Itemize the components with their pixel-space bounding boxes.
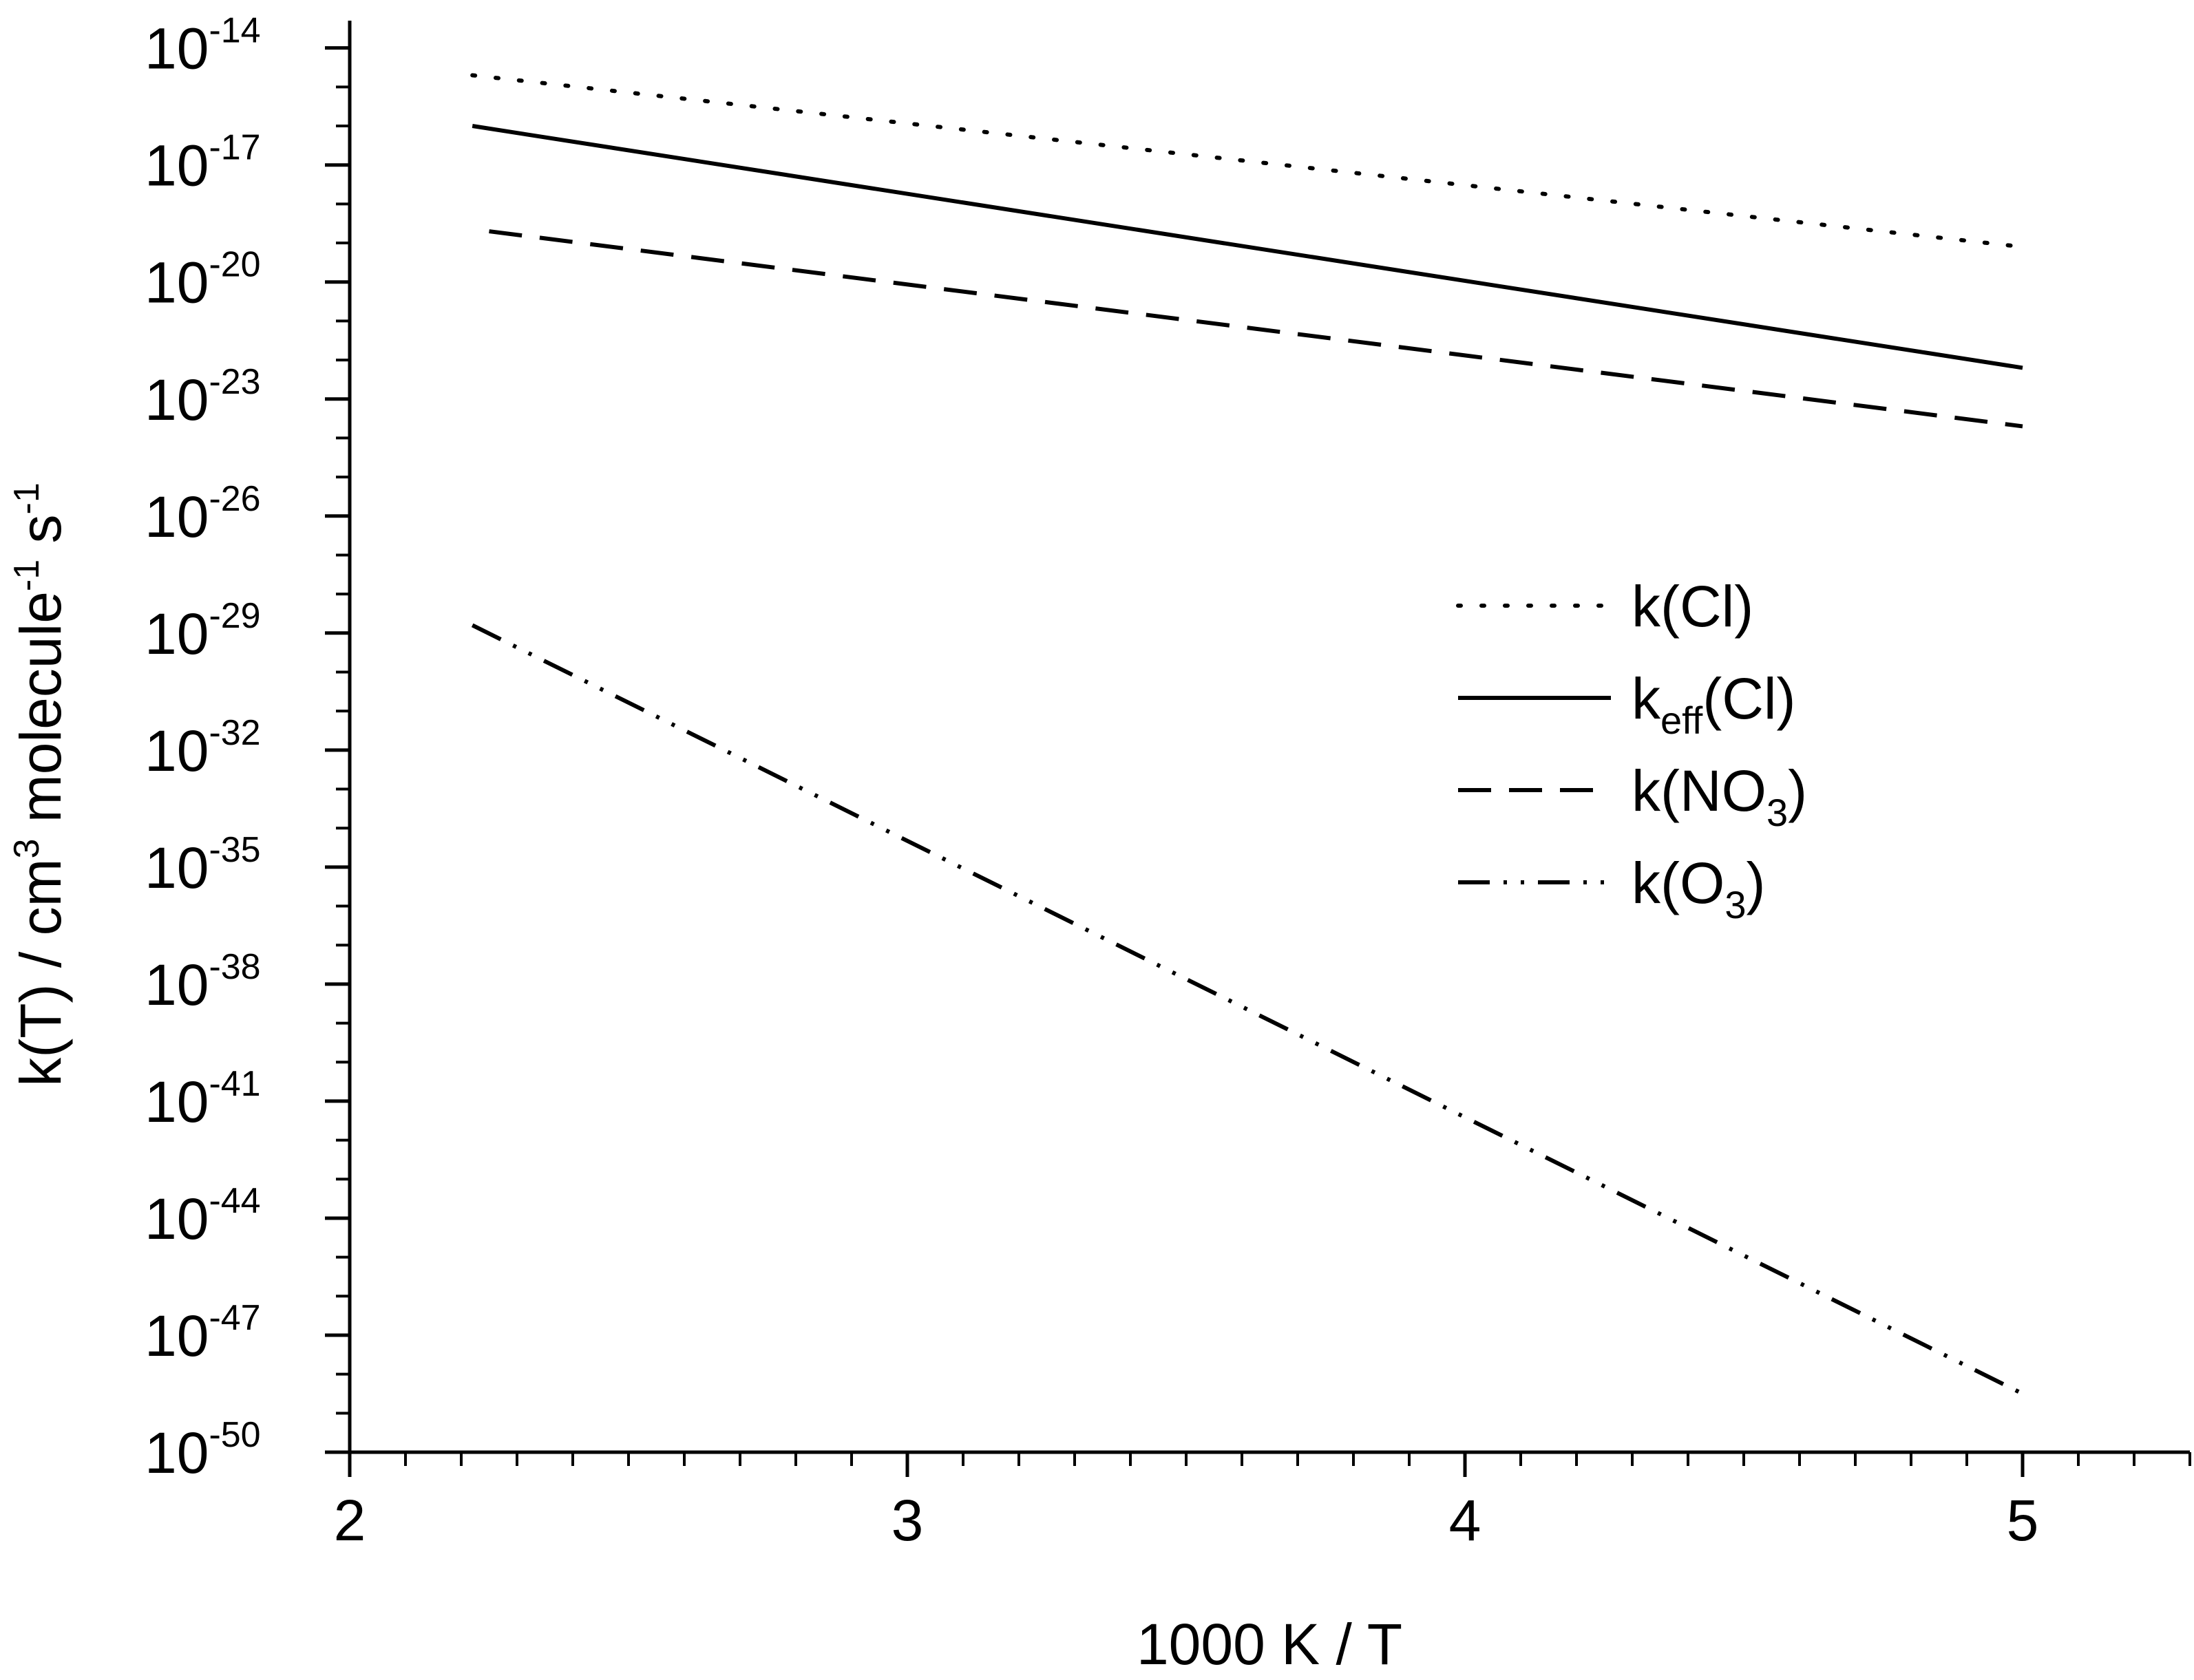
- x-tick-label: 4: [1449, 1488, 1481, 1553]
- series-line-3: [471, 623, 2024, 1396]
- y-tick-label: 10-44: [145, 1181, 261, 1251]
- y-axis-title-base: k(T) / cm: [8, 859, 73, 1087]
- y-tick-label: 10-50: [145, 1415, 261, 1485]
- x-tick-label: 5: [2007, 1488, 2039, 1553]
- y-tick-label: 10-26: [145, 479, 261, 549]
- y-axis-title-sup3: -1: [7, 482, 47, 514]
- legend-label-3: k(O3): [1632, 851, 1765, 926]
- axes: 2 3 4 5 10-14 10-17 10-20 10-23 10-26 10-29 10-32 1…: [145, 11, 2191, 1553]
- y-axis-title-sup1: 3: [7, 839, 47, 859]
- legend-label-0: k(Cl): [1632, 574, 1753, 639]
- y-tick-label: 10-23: [145, 362, 261, 432]
- y-tick-label: 10-38: [145, 947, 261, 1017]
- series-line-0: [470, 73, 2025, 249]
- y-axis-title-mid: molecule: [8, 591, 73, 839]
- y-tick-label: 10-47: [145, 1298, 261, 1368]
- y-tick-label: 10-41: [145, 1064, 261, 1134]
- x-tick-label: 3: [892, 1488, 924, 1553]
- y-tick-label: 10-20: [145, 245, 261, 315]
- x-axis-title: 1000 K / T: [1137, 1612, 1402, 1677]
- y-tick-label: 10-17: [145, 128, 261, 198]
- y-axis-title-sup2: -1: [7, 560, 47, 591]
- y-tick-label: 10-14: [145, 11, 261, 81]
- legend: k(Cl) keff(Cl) k(NO3) k(O3): [1456, 574, 1807, 926]
- y-axis-title-end: s: [8, 514, 73, 559]
- series-line-2: [489, 229, 2023, 429]
- y-tick-label: 10-35: [145, 830, 261, 900]
- y-tick-label: 10-32: [145, 713, 261, 783]
- legend-label-1: keff(Cl): [1632, 666, 1796, 742]
- legend-label-2: k(NO3): [1632, 758, 1807, 834]
- series-line-1: [472, 124, 2023, 370]
- y-axis-title: k(T) / cm3 molecule-1 s-1: [7, 482, 73, 1087]
- series-layer: [470, 73, 2025, 1396]
- x-tick-label: 2: [334, 1488, 366, 1553]
- y-tick-label: 10-29: [145, 596, 261, 666]
